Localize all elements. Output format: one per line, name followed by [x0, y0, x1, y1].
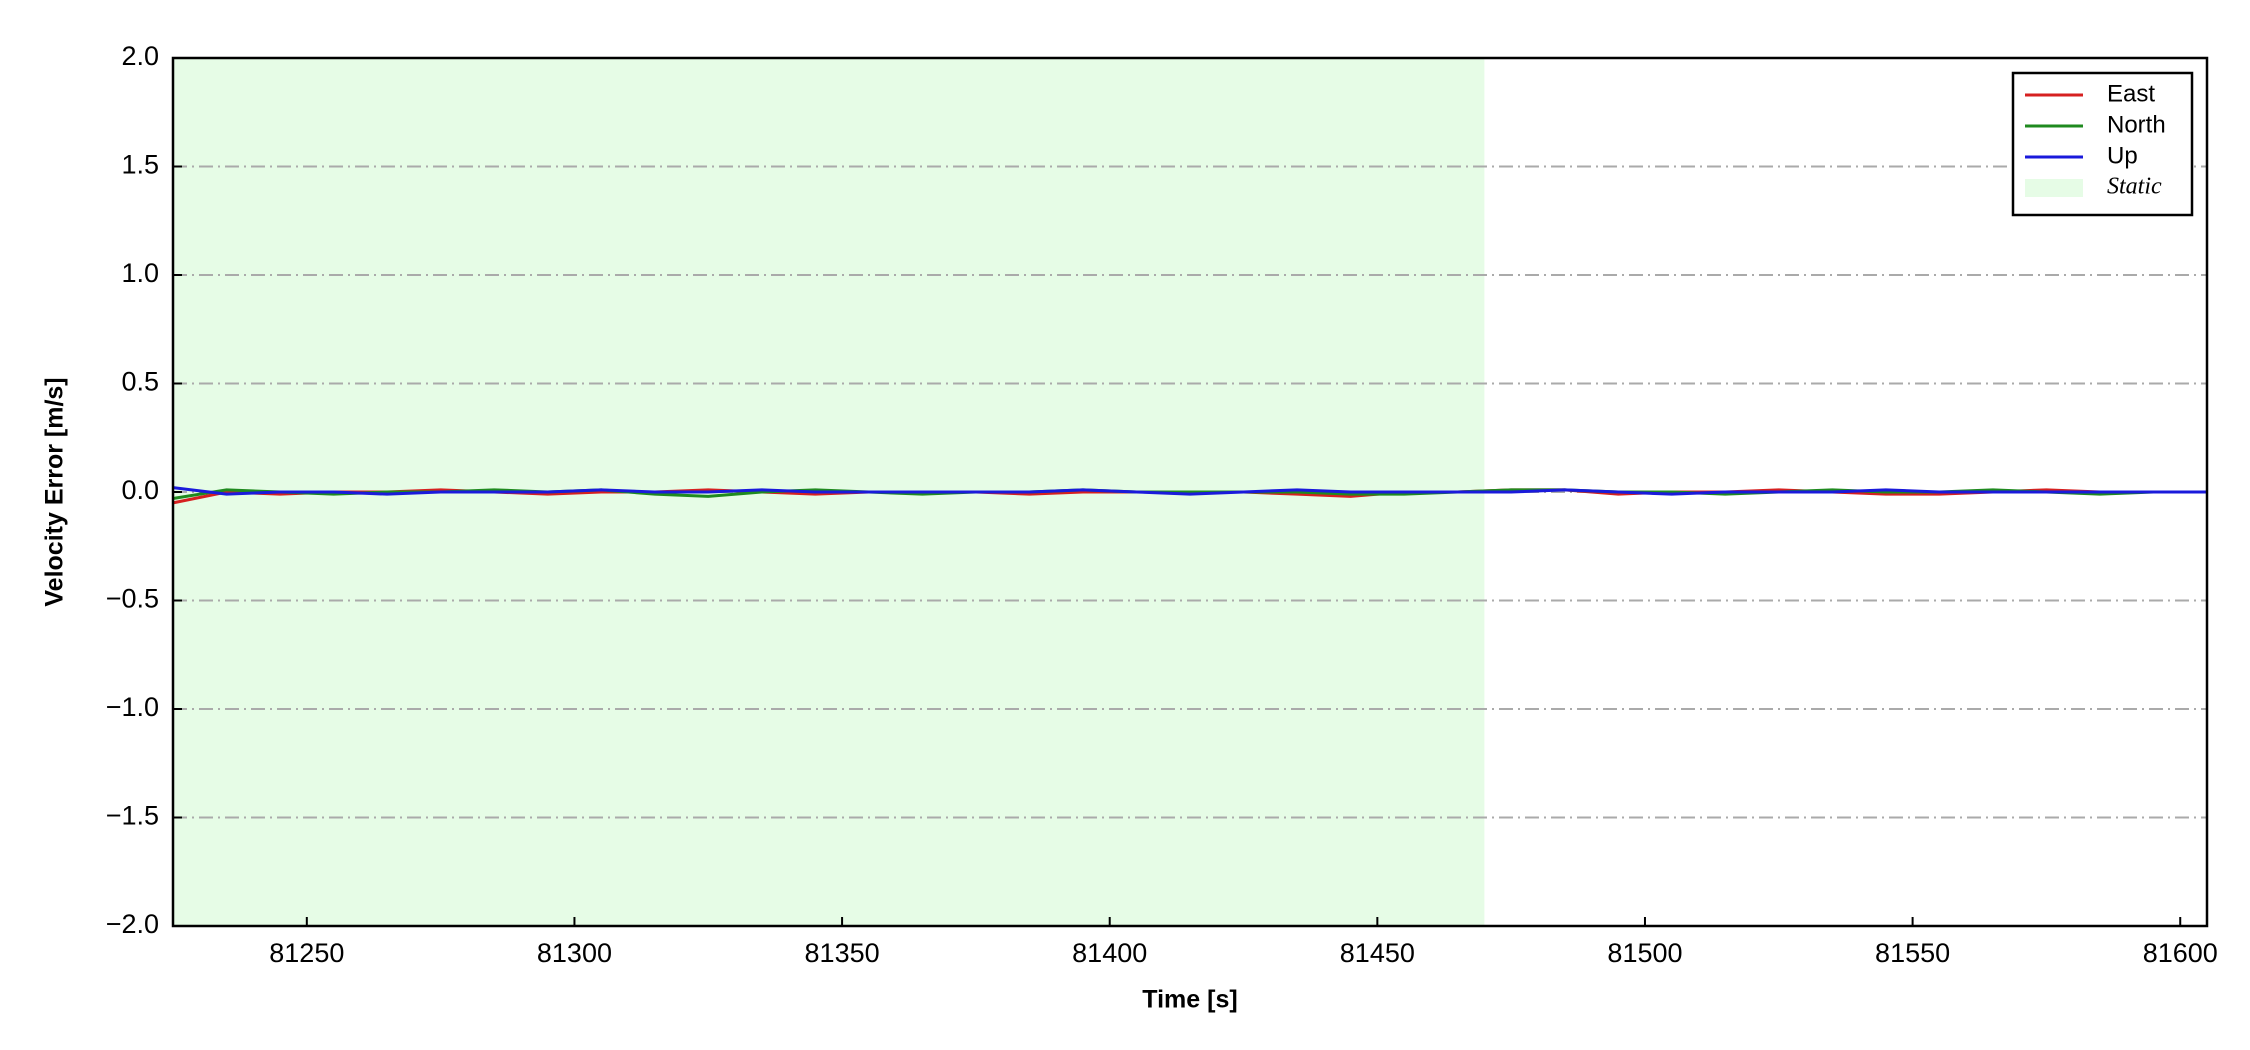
x-tick-label: 81550 [1875, 938, 1950, 968]
legend-label: Static [2107, 174, 2162, 200]
series-line [172, 486, 2207, 496]
x-tick-label: 81600 [2143, 938, 2218, 968]
x-axis-label: Time [s] [1142, 986, 1237, 1014]
legend-label: Up [2107, 142, 2138, 169]
y-tick-label: 0.0 [121, 475, 159, 505]
y-tick-label: 1.0 [121, 258, 159, 288]
x-tick-label: 81400 [1072, 938, 1147, 968]
x-tick-label: 81300 [537, 938, 612, 968]
y-tick-label: −0.5 [106, 584, 159, 614]
legend-swatch [2025, 179, 2083, 197]
legend-label: East [2107, 80, 2155, 107]
x-tick-label: 81450 [1340, 938, 1415, 968]
y-tick-label: 0.5 [121, 367, 159, 397]
plot-frame [171, 56, 2209, 928]
y-tick-label: −1.0 [106, 692, 159, 722]
y-tick-label: −1.5 [106, 801, 159, 831]
y-tick-label: 2.0 [121, 41, 159, 71]
legend-label: North [2107, 111, 2166, 138]
y-tick-label: 1.5 [121, 150, 159, 180]
y-axis-label: Velocity Error [m/s] [41, 377, 69, 606]
x-tick-label: 81350 [805, 938, 880, 968]
x-tick-label: 81500 [1607, 938, 1682, 968]
x-tick-label: 81250 [269, 938, 344, 968]
y-tick-label: −2.0 [106, 909, 159, 939]
